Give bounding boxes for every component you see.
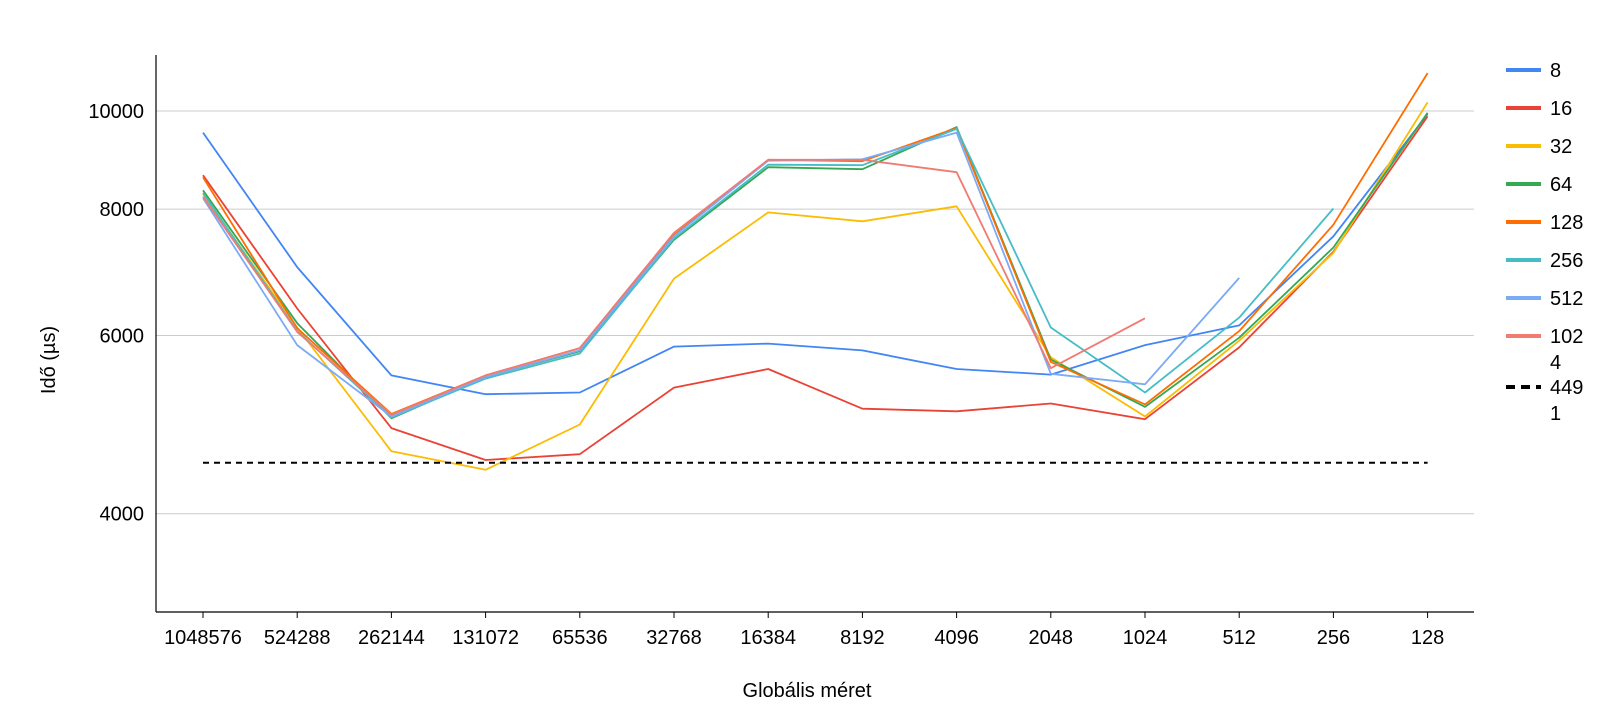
legend-label-4491: 449 [1550, 377, 1583, 399]
series-line-16 [202, 115, 1429, 461]
series-line-256 [202, 127, 1335, 419]
y-tick-label: 10000 [88, 101, 144, 123]
legend-label-1024: 102 [1550, 326, 1583, 348]
y-axis-title: Idő (µs) [38, 326, 60, 394]
legend-label-1024: 4 [1550, 352, 1561, 374]
x-axis-title: Globális méret [743, 680, 872, 702]
legend-label-512: 512 [1550, 288, 1583, 310]
gridlines [156, 110, 1474, 515]
x-tick-label: 524288 [264, 627, 331, 649]
series-line-8 [202, 113, 1429, 396]
x-tick-label: 512 [1223, 627, 1256, 649]
legend-label-32: 32 [1550, 136, 1572, 158]
legend-label-64: 64 [1550, 174, 1572, 196]
series-line-64 [202, 112, 1429, 420]
series-line-1024 [202, 158, 1146, 416]
x-tick-label: 128 [1411, 627, 1444, 649]
x-tick-label: 65536 [552, 627, 608, 649]
series-lines [202, 72, 1429, 471]
series-line-128 [202, 72, 1429, 415]
legend-label-128: 128 [1550, 212, 1583, 234]
legend-label-8: 8 [1550, 60, 1561, 82]
series-line-32 [202, 101, 1429, 471]
y-tick-label: 6000 [100, 326, 145, 348]
y-tick-label: 4000 [100, 504, 145, 526]
x-tick-label: 1048576 [164, 627, 242, 649]
x-tick-label: 1024 [1123, 627, 1168, 649]
legend-label-256: 256 [1550, 250, 1583, 272]
x-tick-label: 8192 [840, 627, 885, 649]
series-line-512 [202, 131, 1240, 418]
axes: 4000 6000 8000 10000 1048576 524288 262144 1310… [88, 55, 1474, 649]
x-tick-label: 131072 [452, 627, 519, 649]
x-tick-label: 16384 [740, 627, 796, 649]
x-tick-label: 2048 [1029, 627, 1074, 649]
x-tick-label: 262144 [358, 627, 425, 649]
legend: 8 16 32 64 128 256 512 102 4 449 1 [1506, 60, 1583, 425]
x-tick-label: 4096 [934, 627, 979, 649]
x-tick-label: 32768 [646, 627, 702, 649]
legend-label-16: 16 [1550, 98, 1572, 120]
x-tick-label: 256 [1317, 627, 1350, 649]
y-tick-label: 8000 [100, 199, 145, 221]
legend-label-4491: 1 [1550, 403, 1561, 425]
